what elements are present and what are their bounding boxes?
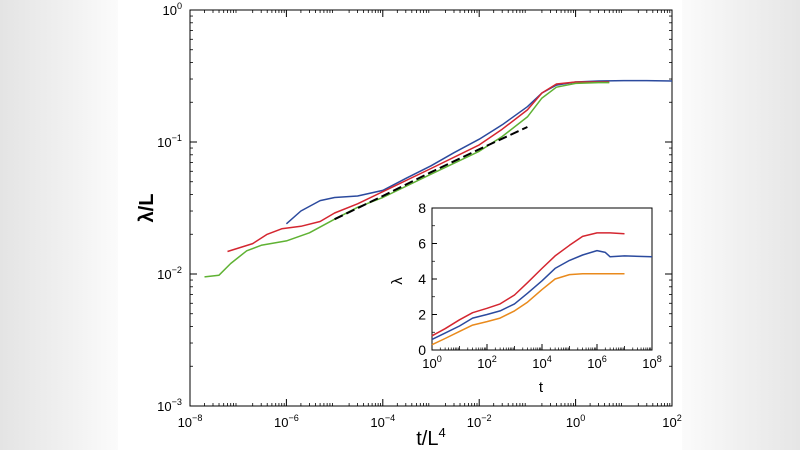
x-tick-label-base: 10 [467, 415, 481, 430]
inset-y-tick-label: 8 [418, 200, 426, 216]
x-tick-label-exp: −4 [385, 413, 395, 423]
x-tick-label: 102 [662, 413, 682, 430]
x-tick-label: 10−6 [274, 413, 299, 430]
y-tick-label: 10−2 [157, 265, 182, 282]
inset-x-tick-label-base: 10 [477, 356, 491, 371]
inset-y-tick-label: 0 [418, 342, 426, 358]
x-axis-label-sup: 4 [439, 425, 446, 440]
y-tick-label-base: 10 [157, 267, 171, 282]
main-plot-frame [189, 9, 673, 407]
inset-y-tick-label: 4 [418, 271, 426, 287]
inset-y-tick-label: 6 [418, 236, 426, 252]
y-tick-label-base: 10 [162, 3, 176, 18]
inset-x-tick-label: 100 [422, 354, 442, 371]
right-margin-backdrop [682, 0, 800, 450]
inset-x-tick-label: 108 [642, 354, 662, 371]
x-tick-label-base: 10 [566, 415, 580, 430]
y-tick-label-exp: −1 [172, 133, 182, 143]
inset-x-tick-label-exp: 6 [602, 354, 607, 364]
x-tick-label: 100 [566, 413, 586, 430]
y-tick-label: 10−3 [157, 397, 182, 414]
x-tick-label-base: 10 [178, 415, 192, 430]
inset-x-axis-label: t [539, 379, 544, 396]
x-tick-label-exp: 2 [677, 413, 682, 423]
series-line-2 [204, 81, 610, 278]
inset-x-tick-label: 102 [477, 354, 497, 371]
left-margin-backdrop [0, 0, 118, 450]
inset-x-tick-label: 104 [532, 354, 552, 371]
x-tick-label-exp: −8 [192, 413, 202, 423]
series-dashed-fit-line [334, 126, 528, 221]
x-axis-label: t/L4 [416, 425, 445, 450]
y-tick-label-exp: −2 [172, 265, 182, 275]
inset-y-tick-label: 2 [418, 307, 426, 323]
x-tick-label-base: 10 [274, 415, 288, 430]
y-tick-label: 100 [162, 1, 182, 18]
x-tick-label: 10−8 [178, 413, 203, 430]
inset-x-tick-label: 106 [587, 354, 607, 371]
inset-x-tick-label-base: 10 [587, 356, 601, 371]
series-line-0 [285, 79, 673, 225]
x-tick-label-exp: −2 [481, 413, 491, 423]
y-tick-label-base: 10 [157, 135, 171, 150]
x-tick-label: 10−2 [467, 413, 492, 430]
inset-x-tick-label-exp: 2 [492, 354, 497, 364]
x-tick-label-base: 10 [662, 415, 676, 430]
series-line-1 [227, 81, 610, 253]
y-tick-label-exp: 0 [177, 1, 182, 11]
y-tick-label: 10−1 [157, 133, 182, 150]
y-tick-label-exp: −3 [172, 397, 182, 407]
inset-x-tick-label-exp: 8 [657, 354, 662, 364]
y-axis-label: λ/L [136, 194, 158, 223]
inset-x-tick-label-base: 10 [532, 356, 546, 371]
y-tick-label-base: 10 [157, 399, 171, 414]
inset-x-tick-label-base: 10 [642, 356, 656, 371]
main-plot: 10−8 10−6 10−4 10−2 100 10210−310−210−1100t/L… [136, 1, 682, 450]
x-tick-label-base: 10 [370, 415, 384, 430]
inset-x-tick-label-exp: 0 [437, 354, 442, 364]
x-tick-label: 10−4 [370, 413, 395, 430]
x-tick-label-exp: 0 [580, 413, 585, 423]
inset-x-tick-label-base: 10 [422, 356, 436, 371]
inset-x-tick-label-exp: 4 [547, 354, 552, 364]
x-axis-label-text: t/L [416, 428, 438, 450]
inset-series-line-2 [431, 272, 625, 346]
x-tick-label-exp: −6 [288, 413, 298, 423]
inset-y-axis-label: λ [389, 277, 406, 285]
inset-series-line-0 [431, 232, 625, 337]
inset-series-line-1 [431, 249, 653, 341]
